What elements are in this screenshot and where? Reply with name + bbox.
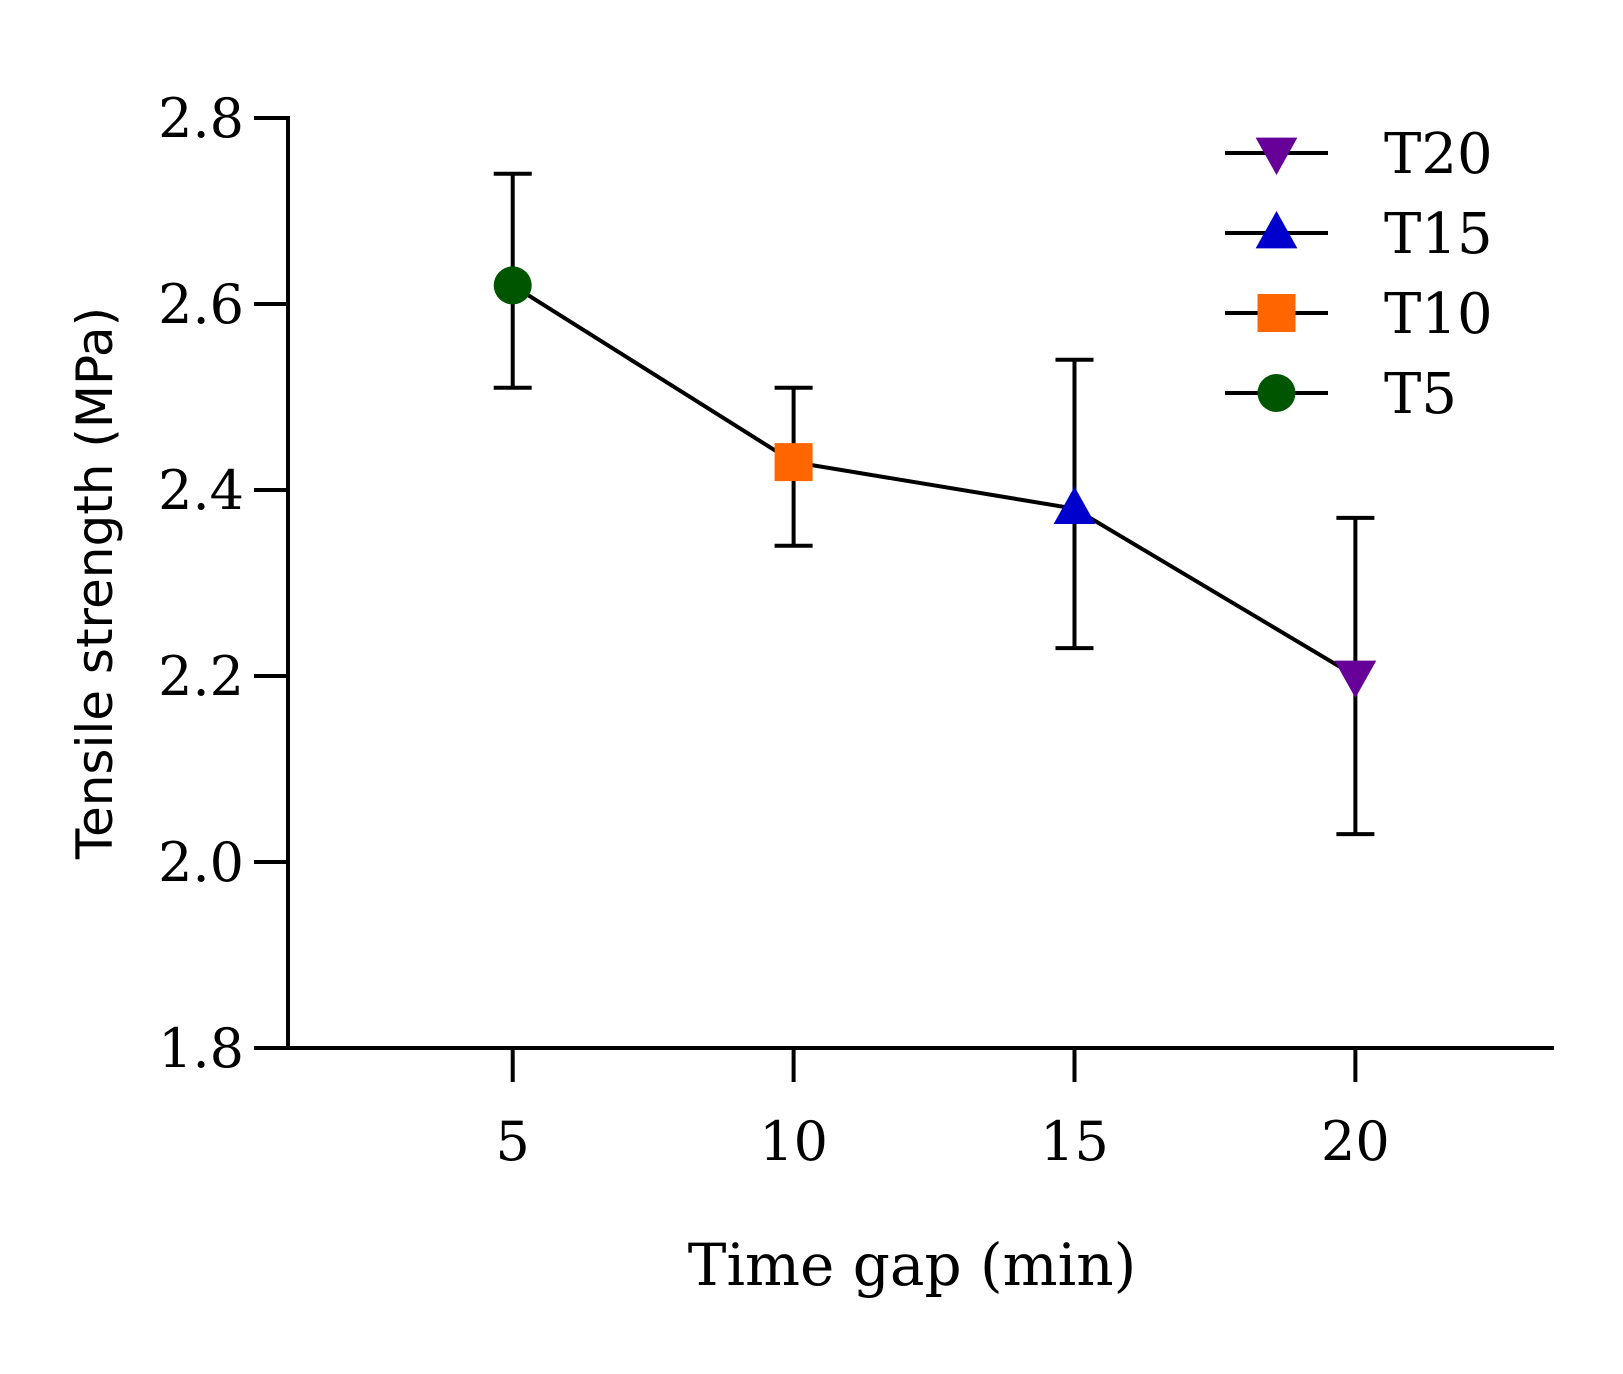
point-t10	[774, 443, 813, 482]
legend-entry-t20: T20	[1225, 122, 1493, 187]
y-tick-label: 2.2	[158, 645, 244, 708]
x-tick-label: 10	[759, 1110, 828, 1173]
legend-marker-t20	[1255, 137, 1298, 175]
legend-label: T15	[1384, 202, 1493, 267]
point-t20	[1334, 660, 1377, 698]
y-tick-label: 2.0	[158, 831, 244, 894]
x-axis-title: Time gap (min)	[688, 1231, 1136, 1299]
error-bars	[493, 171, 1375, 837]
legend-label: T10	[1384, 282, 1493, 347]
legend-marker-t5	[1257, 374, 1296, 412]
y-ticks: 1.8 2.0 2.2 2.4 2.6 2.8	[158, 87, 288, 1080]
legend-entry-t5: T5	[1225, 362, 1457, 427]
legend-label: T20	[1384, 122, 1493, 187]
y-tick-label: 1.8	[158, 1017, 244, 1080]
x-tick-label: 5	[496, 1110, 530, 1173]
point-t15	[1053, 486, 1096, 524]
axes: 1.8 2.0 2.2 2.4 2.6 2.8 5 10 15 20	[158, 87, 1554, 1173]
legend-marker-t15	[1255, 211, 1298, 249]
legend-entry-t10: T10	[1225, 282, 1493, 347]
legend: T20 T15 T10 T5	[1225, 122, 1493, 427]
point-t5	[493, 266, 532, 305]
y-tick-label: 2.6	[158, 273, 244, 336]
markers	[493, 266, 1377, 698]
y-axis-title: Tensile strength (MPa)	[66, 307, 124, 860]
series	[493, 171, 1377, 837]
y-tick-label: 2.8	[158, 87, 244, 150]
legend-entry-t15: T15	[1225, 202, 1493, 267]
y-tick-label: 2.4	[158, 459, 244, 522]
legend-marker-t10	[1257, 294, 1296, 332]
legend-label: T5	[1384, 362, 1457, 427]
series-line	[511, 283, 1357, 678]
x-tick-label: 20	[1321, 1110, 1390, 1173]
x-ticks: 5 10 15 20	[496, 1048, 1390, 1173]
x-tick-label: 15	[1040, 1110, 1109, 1173]
